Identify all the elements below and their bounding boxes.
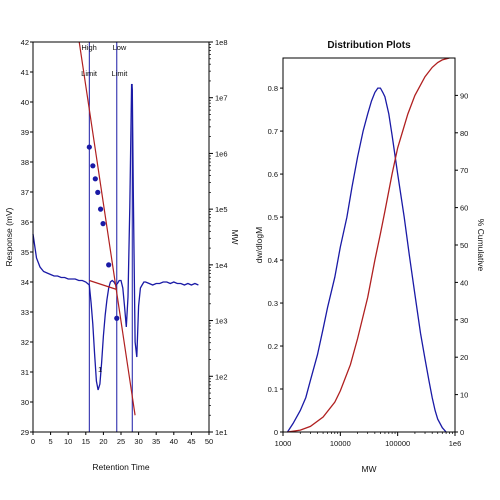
y2-tick-label: 1e1: [215, 428, 228, 437]
y-tick-label: 0.2: [268, 342, 278, 351]
x-tick-label: 5: [49, 437, 53, 446]
x-tick-label: 10: [64, 437, 72, 446]
x-tick-label: 25: [117, 437, 125, 446]
annotation-label: 1: [98, 365, 102, 374]
y2-tick-label: 60: [460, 204, 468, 213]
x-tick-label: 40: [170, 437, 178, 446]
x-tick-label: 1000: [275, 439, 292, 448]
annotation-label: High: [81, 43, 96, 52]
y-tick-label: 29: [21, 428, 29, 437]
y2-tick-label: 0: [460, 428, 464, 437]
y2-tick-label: 20: [460, 353, 468, 362]
y2-tick-label: 80: [460, 129, 468, 138]
right-y-axis: 0 0.1 0.2 0.3 0.4 0.5 0.6 0.7 0.8: [268, 84, 283, 437]
distribution-series: [286, 57, 450, 433]
y2-tick-label: 1e3: [215, 317, 228, 326]
right-chart-title: Distribution Plots: [327, 40, 411, 51]
y2-tick-label: 1e2: [215, 372, 228, 381]
left-y-axis-label: Response (mV): [4, 207, 14, 266]
right-plot-frame: [282, 57, 456, 433]
y-tick-label: 36: [21, 218, 29, 227]
y2-tick-label: 40: [460, 278, 468, 287]
y-tick-label: 0.8: [268, 84, 278, 93]
y-tick-label: 40: [21, 98, 29, 107]
calibration-fit-series: [78, 42, 136, 416]
y-tick-label: 0.7: [268, 127, 278, 136]
y-tick-label: 33: [21, 308, 29, 317]
y-tick-label: 37: [21, 188, 29, 197]
right-y2-axis: 0 10 20 30 40 50 60 70 80 90: [455, 91, 468, 437]
annotation-label: Limit: [112, 69, 129, 78]
x-tick-label: 35: [152, 437, 160, 446]
y2-tick-label: 70: [460, 166, 468, 175]
left-y2-axis: 1e1 1e2 1e3 1e4 1e5 1e6 1e7 1e8: [209, 38, 228, 437]
chromatogram-series: [32, 83, 199, 391]
calibration-point: [95, 189, 101, 195]
left-plot-frame: [32, 41, 210, 433]
calibration-point: [92, 176, 98, 182]
x-tick-label: 50: [205, 437, 213, 446]
y-tick-label: 31: [21, 368, 29, 377]
calibration-point: [106, 262, 112, 268]
y-tick-label: 39: [21, 128, 29, 137]
baseline-line: [89, 279, 117, 291]
dw-dlogm-line: [286, 87, 447, 433]
y-tick-label: 0.4: [268, 256, 278, 265]
chromatogram-line: [32, 83, 199, 391]
calibration-point: [86, 144, 92, 150]
y2-tick-label: 1e7: [215, 94, 228, 103]
left-chart: 0 5 10 15 20 25 30 35 40 45 50 29 30 31 32 33 34 35 36 37 3…: [4, 38, 240, 472]
y2-tick-label: 50: [460, 241, 468, 250]
x-tick-label: 100000: [385, 439, 410, 448]
y-tick-label: 0: [274, 428, 278, 437]
x-tick-label: 10000: [330, 439, 351, 448]
left-y-axis: 29 30 31 32 33 34 35 36 37 38 39 40 41 42: [21, 38, 33, 437]
right-x-axis-label: MW: [361, 464, 376, 474]
y-tick-label: 38: [21, 158, 29, 167]
y-tick-label: 0.5: [268, 213, 278, 222]
right-y-axis-label: dw/dlogM: [254, 227, 264, 263]
calibration-point: [114, 315, 120, 321]
calibration-point: [97, 206, 104, 212]
left-annotations: High Limit Low Limit 1: [81, 43, 128, 374]
annotation-label: Low: [113, 43, 127, 52]
right-y2-axis-label: % Cumulative: [476, 219, 486, 272]
x-tick-label: 15: [82, 437, 90, 446]
calibration-point: [100, 221, 106, 227]
x-tick-label: 0: [31, 437, 35, 446]
y-tick-label: 41: [21, 68, 29, 77]
y2-tick-label: 90: [460, 91, 468, 100]
x-tick-label: 1e6: [449, 439, 462, 448]
x-tick-label: 30: [134, 437, 142, 446]
y2-tick-label: 10: [460, 391, 468, 400]
y-tick-label: 34: [21, 278, 29, 287]
cumulative-line: [287, 57, 450, 433]
left-x-axis: 0 5 10 15 20 25 30 35 40 45 50: [31, 432, 213, 446]
right-chart: 1000 10000 100000 1e6 0 0.1 0.2 0.3 0.4 0.5 0.6 0.…: [254, 40, 486, 474]
y2-tick-label: 1e6: [215, 149, 228, 158]
x-tick-label: 20: [99, 437, 107, 446]
y-tick-label: 0.1: [268, 385, 278, 394]
y2-tick-label: 1e5: [215, 205, 228, 214]
y-tick-label: 0.3: [268, 299, 278, 308]
y-tick-label: 0.6: [268, 170, 278, 179]
y2-tick-label: 1e8: [215, 38, 228, 47]
left-x-axis-label: Retention Time: [92, 462, 149, 472]
y-tick-label: 30: [21, 398, 29, 407]
calibration-markers: [86, 144, 120, 321]
y-tick-label: 42: [21, 38, 29, 47]
y2-tick-label: 1e4: [215, 261, 228, 270]
calibration-point: [90, 163, 96, 169]
y-tick-label: 32: [21, 338, 29, 347]
y-tick-label: 35: [21, 248, 29, 257]
calibration-fit-line: [78, 42, 136, 416]
right-x-axis: 1000 10000 100000 1e6: [275, 432, 462, 448]
annotation-label: Limit: [81, 69, 98, 78]
y2-tick-label: 30: [460, 316, 468, 325]
x-tick-label: 45: [187, 437, 195, 446]
left-y2-axis-label: MW: [230, 229, 240, 244]
